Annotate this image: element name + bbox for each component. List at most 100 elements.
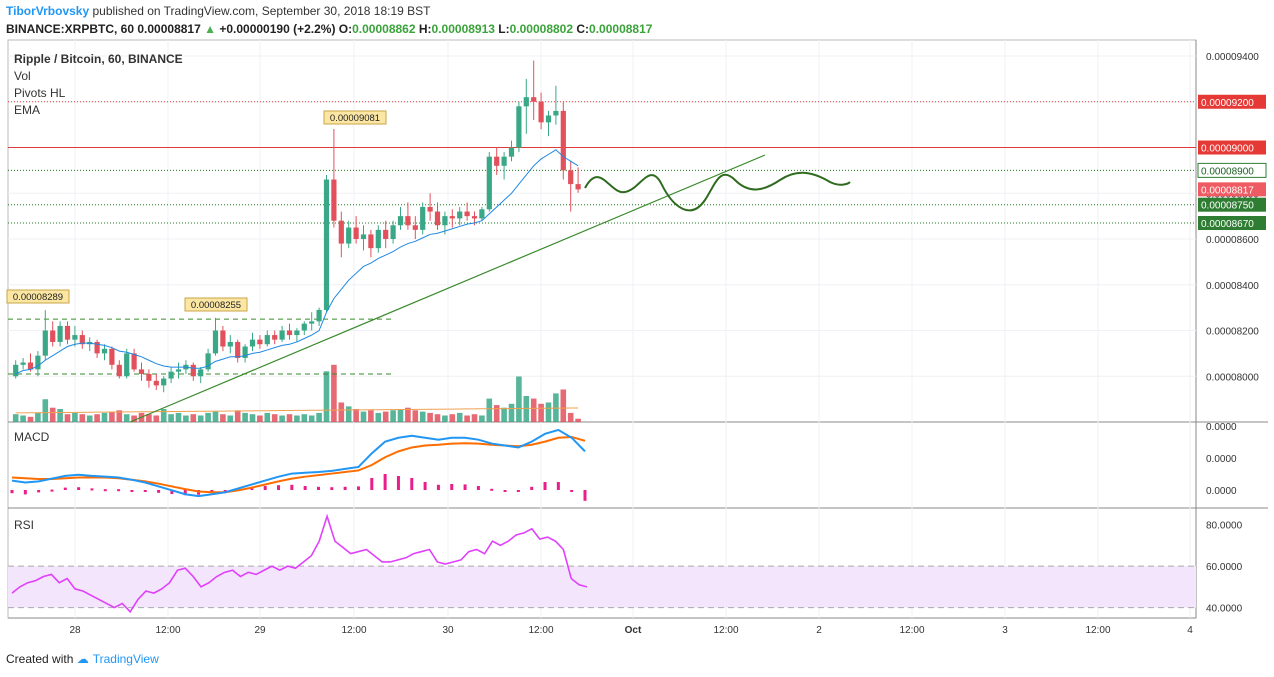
rsi-band (8, 566, 1196, 608)
macd-hist-bar (303, 486, 307, 490)
price-label-8900-border (1197, 162, 1267, 178)
low-label: L: (498, 22, 510, 36)
candle-body (494, 156, 500, 166)
macd-hist-bar (490, 488, 494, 491)
rsi-tick-label: 80.0000 (1206, 521, 1243, 532)
time-tick-label: 12:00 (713, 625, 738, 636)
volume-bar (360, 411, 367, 422)
candle-body (94, 341, 100, 354)
macd-hist-bar (343, 486, 347, 490)
tradingview-logo-icon[interactable]: ☁ (76, 652, 89, 666)
pivot-label-8255: 0.00008255 (191, 300, 241, 311)
macd-hist-bar (263, 486, 267, 490)
candle-body (212, 330, 219, 354)
volume-bar (397, 409, 404, 422)
created-with-text: Created with (6, 652, 74, 666)
projection-curve (584, 171, 851, 212)
candle-body (338, 220, 344, 244)
price-label-8750-box (1198, 197, 1266, 212)
volume-bar (242, 412, 248, 422)
candle-body (279, 330, 285, 340)
macd-hist-bar (410, 478, 414, 490)
time-tick-label: 28 (69, 625, 81, 636)
low-value: 0.00008802 (509, 22, 574, 36)
candle-body (35, 355, 41, 370)
volume-bar (42, 399, 49, 422)
macd-hist-bar (476, 486, 480, 490)
volume-bar (146, 414, 152, 422)
volume-bar (442, 415, 448, 422)
last-price: 0.00008817 (137, 22, 201, 36)
time-tick-label: 30 (442, 625, 454, 636)
author-link[interactable]: TiborVrbovsky (6, 4, 90, 18)
candle-body (138, 369, 145, 374)
price-label-9000: 0.00009000 (1201, 144, 1254, 155)
candle-body (190, 364, 196, 377)
candle-body (50, 330, 56, 342)
volume-bar (109, 411, 115, 422)
macd-hist-bar (223, 490, 227, 492)
open-value: 0.00008862 (352, 22, 416, 36)
tradingview-brand[interactable]: TradingView (92, 652, 159, 666)
candle-body (42, 330, 48, 356)
macd-hist-bar (210, 490, 214, 492)
volume-bar (331, 364, 337, 422)
volume-bar (205, 412, 211, 422)
candle-body (331, 179, 337, 221)
volume-bar (212, 411, 219, 422)
price-label-8670: 0.00008670 (1201, 219, 1254, 230)
macd-tick-label: 0.0000 (1206, 454, 1237, 465)
candle-body (235, 341, 241, 358)
footer: Created with ☁ TradingView (6, 652, 159, 666)
published-text: published on TradingView.com, September … (92, 4, 431, 18)
time-tick-label: 4 (1187, 625, 1193, 636)
volume-bar (567, 412, 574, 422)
candle-body (72, 335, 78, 340)
candle-body (316, 309, 322, 322)
change-text: +0.00000190 (+2.2%) (219, 22, 336, 36)
price-label-9200: 0.00009200 (1201, 98, 1254, 109)
legend-title: Ripple / Bitcoin, 60, BINANCE (14, 52, 183, 66)
macd-hist-bar (183, 490, 187, 496)
candle-body (501, 156, 507, 166)
candle-body (20, 362, 26, 365)
candle-body (575, 184, 581, 190)
volume-bar (308, 415, 315, 422)
volume-bar (538, 403, 544, 422)
volume-bar (545, 402, 552, 422)
volume-bar (338, 402, 345, 422)
macd-hist-bar (90, 488, 94, 491)
volume-bar (271, 414, 278, 422)
candle-body (272, 335, 278, 340)
macd-hist-bar (130, 490, 134, 492)
candle-body (124, 353, 130, 377)
price-tick-label: 0.00009400 (1206, 52, 1259, 63)
rsi-tick-label: 40.0000 (1206, 604, 1243, 615)
volume-bar (301, 414, 308, 422)
price-tick-label: 0.00008600 (1206, 235, 1259, 246)
price-label-8900: 0.00008900 (1201, 166, 1254, 177)
volume-bar (286, 414, 293, 422)
volume-bar (508, 403, 515, 422)
time-tick-label: 12:00 (528, 625, 553, 636)
candle-body (516, 106, 522, 148)
macd-hist-bar (316, 486, 320, 490)
volume-bar (323, 371, 330, 422)
candle-body (309, 321, 315, 324)
price-label-last: 0.00008817 (1201, 185, 1254, 196)
volume-bar (116, 410, 123, 422)
volume-bar (449, 414, 456, 422)
candle-body (205, 353, 211, 370)
macd-hist-bar (370, 478, 374, 490)
macd-hist-bar (356, 486, 360, 490)
volume-bar (72, 412, 78, 422)
macd-hist-bar (570, 490, 574, 492)
candle-body (57, 325, 63, 342)
candle-body (101, 348, 108, 354)
volume-bar (227, 415, 234, 422)
legend-pivots: Pivots HL (14, 86, 66, 100)
volume-ma-line (15, 407, 579, 414)
rsi-tick-label: 60.0000 (1206, 562, 1243, 573)
price-label-last-box (1198, 182, 1266, 197)
